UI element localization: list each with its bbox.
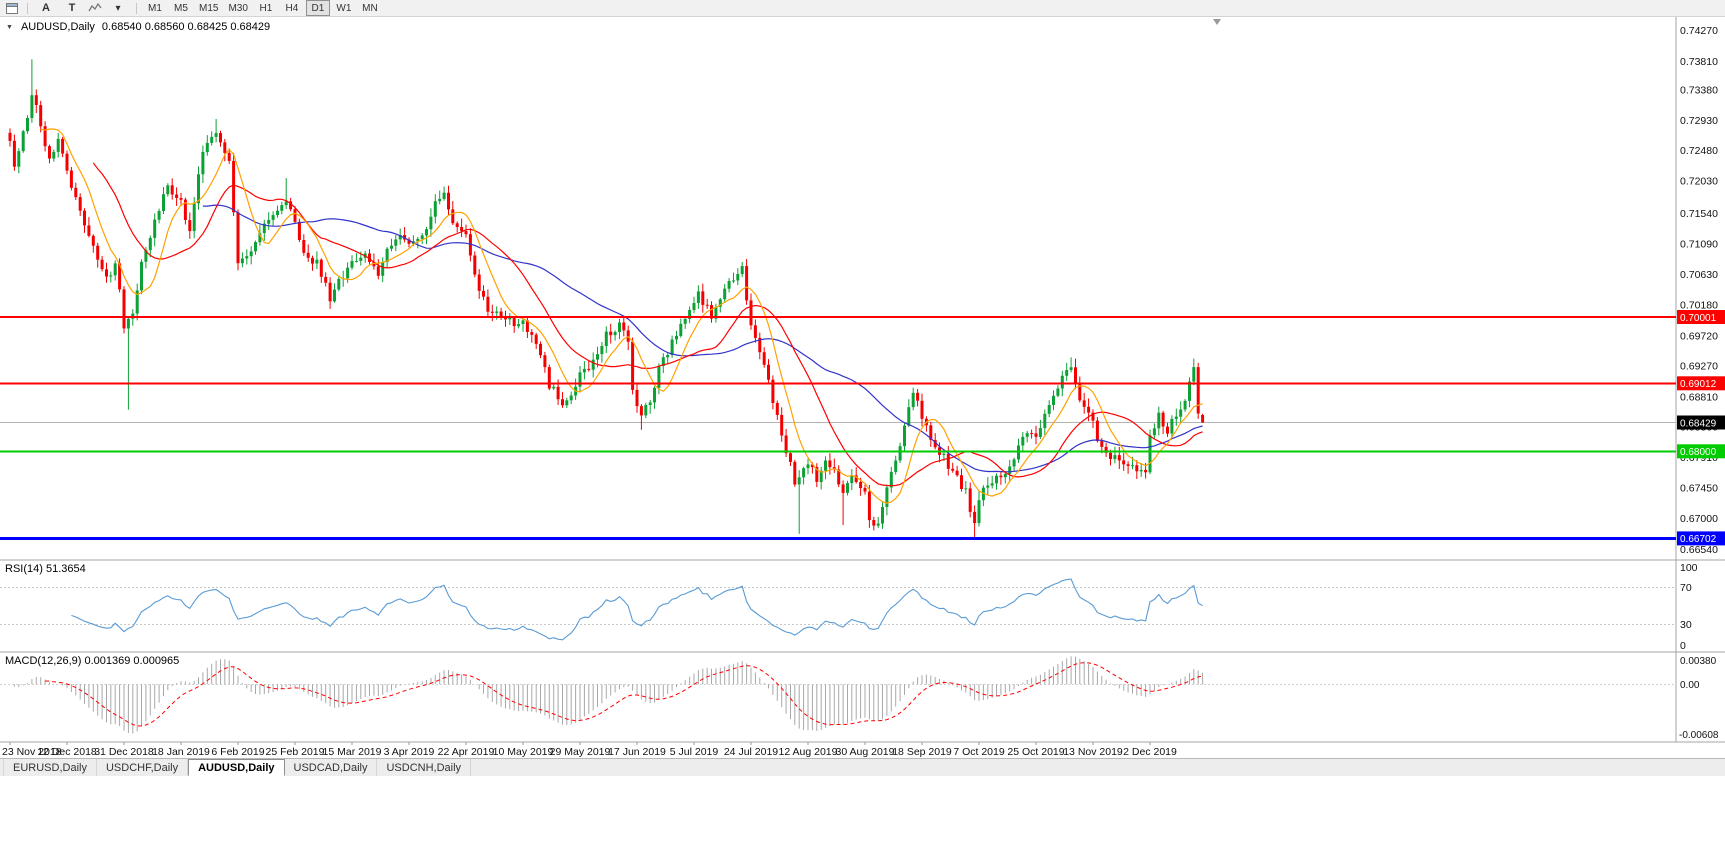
- price-label-current: 0.68429: [1677, 415, 1725, 430]
- price-axis-labels: 0.74270 0.73810 0.73380 0.72930 0.72480 0.720…: [1680, 25, 1718, 556]
- svg-text:0.70001: 0.70001: [1680, 313, 1717, 324]
- timeframe-button-m5[interactable]: M5: [174, 2, 188, 14]
- timeframe-button-d1[interactable]: D1: [305, 0, 330, 16]
- svg-text:0.69720: 0.69720: [1680, 330, 1718, 342]
- rsi-axis-labels: 100 70 30 0: [1680, 562, 1698, 652]
- price-label-resistance-line-1: 0.70001: [1677, 310, 1725, 324]
- svg-text:0.66540: 0.66540: [1680, 544, 1718, 556]
- svg-text:0.68429: 0.68429: [1680, 418, 1717, 429]
- svg-text:18 Jan 2019: 18 Jan 2019: [152, 746, 210, 758]
- price-label-resistance-line-2: 0.69012: [1677, 376, 1725, 391]
- svg-text:0.69012: 0.69012: [1680, 379, 1717, 390]
- chart-area: 0.74270 0.73810 0.73380 0.72930 0.72480 0.720…: [0, 17, 1725, 758]
- timeframe-button-w1[interactable]: W1: [336, 2, 352, 14]
- svg-text:100: 100: [1680, 562, 1698, 574]
- price-label-support-line-green: 0.68000: [1677, 444, 1725, 459]
- svg-text:6 Feb 2019: 6 Feb 2019: [211, 746, 264, 758]
- svg-text:0.74270: 0.74270: [1680, 25, 1718, 37]
- macd-histogram: [13, 656, 1204, 734]
- svg-text:22 Apr 2019: 22 Apr 2019: [438, 746, 495, 758]
- rsi-level-lines: [0, 587, 1676, 625]
- svg-text:5 Jul 2019: 5 Jul 2019: [670, 746, 719, 758]
- svg-text:0.73810: 0.73810: [1680, 56, 1718, 68]
- svg-text:23 Nov 2018: 23 Nov 2018: [2, 746, 62, 758]
- svg-text:0.67450: 0.67450: [1680, 483, 1718, 495]
- ma-45-line: [202, 204, 1203, 473]
- svg-text:17 Jun 2019: 17 Jun 2019: [608, 746, 666, 758]
- svg-text:0.00380: 0.00380: [1680, 656, 1717, 667]
- svg-text:18 Sep 2019: 18 Sep 2019: [892, 746, 952, 758]
- svg-text:10 May 2019: 10 May 2019: [493, 746, 554, 758]
- timeframe-button-m1[interactable]: M1: [148, 2, 162, 14]
- empty-bottom-area: [0, 776, 1725, 843]
- timeframe-button-h1[interactable]: H1: [259, 2, 273, 14]
- chart-tab-usdcad[interactable]: USDCAD,Daily: [285, 759, 378, 776]
- svg-text:30 Aug 2019: 30 Aug 2019: [836, 746, 895, 758]
- chart-tab-usdcnh[interactable]: USDCNH,Daily: [377, 759, 472, 776]
- svg-text:12 Dec 2018: 12 Dec 2018: [37, 746, 97, 758]
- svg-text:0.71090: 0.71090: [1680, 238, 1718, 250]
- svg-text:0.73380: 0.73380: [1680, 85, 1718, 97]
- chart-shift-marker[interactable]: [1213, 19, 1221, 25]
- timeframe-button-m30[interactable]: M30: [228, 2, 248, 14]
- svg-text:0.67000: 0.67000: [1680, 513, 1718, 525]
- svg-text:29 May 2019: 29 May 2019: [550, 746, 611, 758]
- svg-text:13 Nov 2019: 13 Nov 2019: [1063, 746, 1123, 758]
- svg-text:0.69270: 0.69270: [1680, 361, 1718, 373]
- svg-text:15 Mar 2019: 15 Mar 2019: [323, 746, 382, 758]
- chart-window-icon[interactable]: [3, 1, 21, 15]
- timeframe-button-m15[interactable]: M15: [199, 2, 219, 14]
- svg-text:0.72480: 0.72480: [1680, 145, 1718, 157]
- svg-text:30: 30: [1680, 619, 1692, 631]
- svg-text:0.72930: 0.72930: [1680, 115, 1718, 127]
- svg-text:0.70630: 0.70630: [1680, 269, 1718, 281]
- svg-text:70: 70: [1680, 582, 1692, 594]
- toolbar-separator: [136, 2, 137, 14]
- chart-canvas[interactable]: 0.74270 0.73810 0.73380 0.72930 0.72480 0.720…: [0, 17, 1725, 758]
- top-toolbar: A T ▾ M1 M5 M15 M30 H1 H4 D1 W1 MN: [0, 0, 1725, 17]
- svg-text:0.00: 0.00: [1680, 680, 1700, 691]
- chart-tabs-bar: EURUSD,Daily USDCHF,Daily AUDUSD,Daily USDC…: [0, 758, 1725, 776]
- chart-tab-audusd[interactable]: AUDUSD,Daily: [188, 759, 285, 776]
- svg-text:2 Dec 2019: 2 Dec 2019: [1123, 746, 1177, 758]
- svg-text:0: 0: [1680, 640, 1686, 652]
- candles-layer: [8, 59, 1205, 538]
- svg-text:25 Oct 2019: 25 Oct 2019: [1007, 746, 1064, 758]
- price-label-support-line-blue: 0.66702: [1677, 531, 1725, 546]
- svg-text:0.72030: 0.72030: [1680, 175, 1718, 187]
- timeframe-button-mn[interactable]: MN: [362, 2, 378, 14]
- indicators-icon[interactable]: [86, 1, 104, 15]
- svg-text:12 Aug 2019: 12 Aug 2019: [779, 746, 838, 758]
- ma-8-line: [40, 128, 1203, 504]
- ma-20-line: [92, 162, 1203, 487]
- svg-text:0.68000: 0.68000: [1680, 447, 1717, 458]
- chart-tab-usdchf[interactable]: USDCHF,Daily: [97, 759, 189, 776]
- toolbar-caret-button[interactable]: ▾: [115, 2, 121, 14]
- chart-tab-eurusd[interactable]: EURUSD,Daily: [3, 759, 97, 776]
- timeframe-group: M1 M5 M15 M30 H1 H4 D1 W1 MN: [143, 0, 382, 16]
- svg-text:3 Apr 2019: 3 Apr 2019: [384, 746, 435, 758]
- svg-text:24 Jul 2019: 24 Jul 2019: [724, 746, 778, 758]
- svg-text:7 Oct 2019: 7 Oct 2019: [953, 746, 1005, 758]
- svg-text:0.71540: 0.71540: [1680, 208, 1718, 220]
- toolbar-separator: [27, 2, 28, 14]
- svg-text:0.70180: 0.70180: [1680, 299, 1718, 311]
- rsi-line: [71, 578, 1203, 641]
- macd-signal-line: [45, 662, 1203, 727]
- text-tool-button[interactable]: T: [68, 2, 76, 14]
- svg-text:31 Dec 2018: 31 Dec 2018: [94, 746, 154, 758]
- svg-text:0.66702: 0.66702: [1680, 534, 1717, 545]
- svg-text:0.68810: 0.68810: [1680, 391, 1718, 403]
- svg-text:-0.00608: -0.00608: [1679, 730, 1719, 741]
- timeframe-button-h4[interactable]: H4: [285, 2, 299, 14]
- arrow-tool-button[interactable]: A: [42, 2, 50, 14]
- pane-separators[interactable]: [0, 559, 1725, 743]
- macd-axis-labels: 0.00380 0.00 -0.00608: [1679, 656, 1719, 741]
- svg-text:25 Feb 2019: 25 Feb 2019: [266, 746, 325, 758]
